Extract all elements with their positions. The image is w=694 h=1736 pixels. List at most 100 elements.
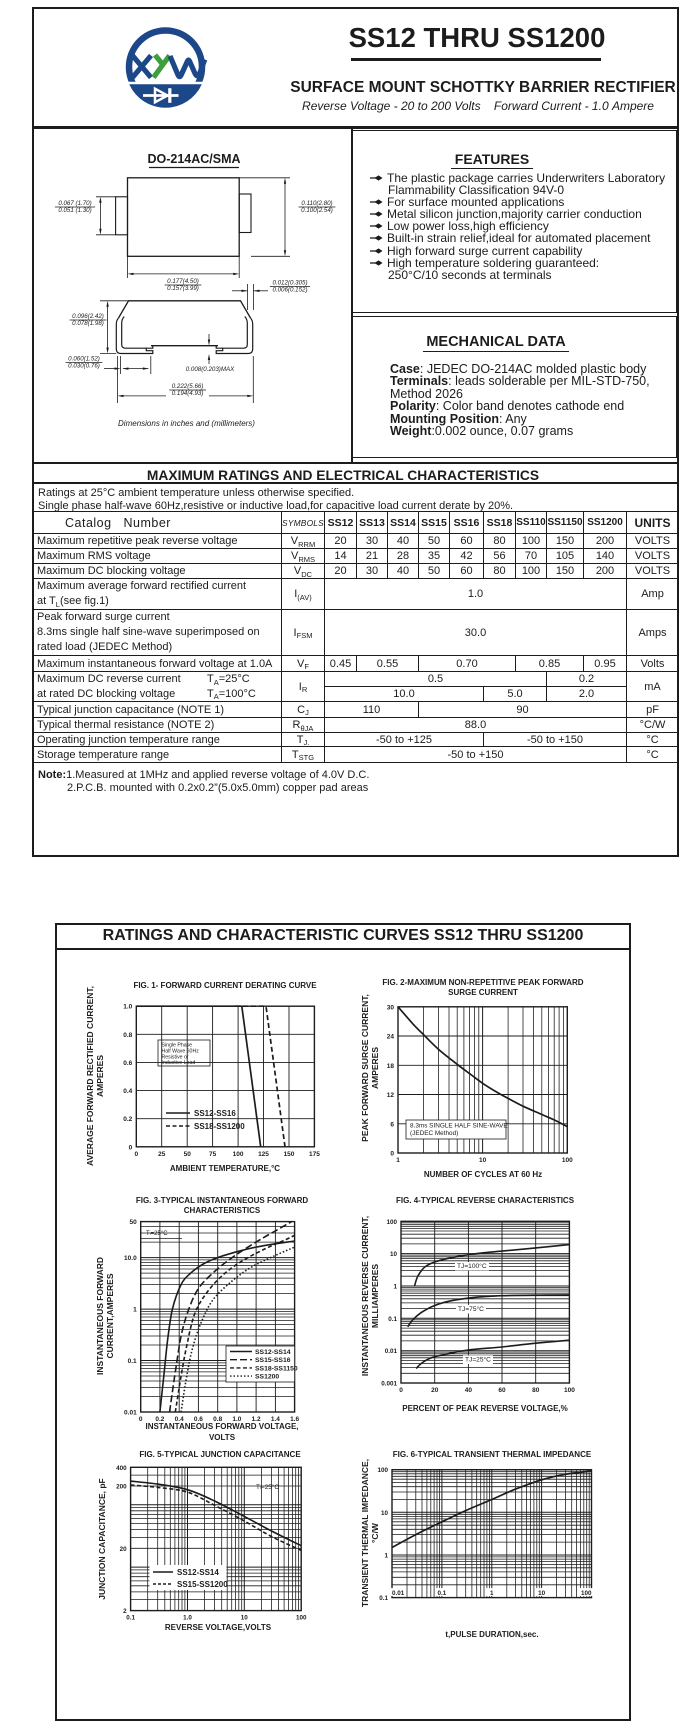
svg-text:0.8: 0.8 xyxy=(123,1032,132,1039)
svg-text:100: 100 xyxy=(562,1157,573,1164)
svg-text:SS15-SS1200: SS15-SS1200 xyxy=(177,1580,228,1589)
svg-text:10: 10 xyxy=(241,1615,249,1622)
svg-text:INSTANTANEOUS REVERSE CURRENT,: INSTANTANEOUS REVERSE CURRENT, xyxy=(360,1216,370,1376)
svg-text:0.01: 0.01 xyxy=(392,1590,405,1597)
svg-text:0.030(0.76): 0.030(0.76) xyxy=(68,363,100,370)
svg-text:20: 20 xyxy=(120,1546,128,1553)
svg-text:30: 30 xyxy=(387,1004,395,1011)
svg-text:1: 1 xyxy=(133,1307,137,1314)
svg-text:MILLIAMPERES: MILLIAMPERES xyxy=(370,1264,380,1329)
svg-text:FIG. 2-MAXIMUM NON-REPETITIVE: FIG. 2-MAXIMUM NON-REPETITIVE PEAK FORWA… xyxy=(382,978,583,987)
svg-text:Tₗ=25°C: Tₗ=25°C xyxy=(256,1483,279,1491)
svg-text:0.1: 0.1 xyxy=(128,1358,137,1365)
svg-text:SS12-SS14: SS12-SS14 xyxy=(177,1568,219,1577)
svg-text:50: 50 xyxy=(184,1151,192,1158)
svg-text:0.006(0.152): 0.006(0.152) xyxy=(272,287,307,294)
svg-text:60: 60 xyxy=(498,1387,506,1394)
svg-text:NUMBER OF CYCLES AT 60 Hz: NUMBER OF CYCLES AT 60 Hz xyxy=(424,1170,542,1179)
svg-text:1.4: 1.4 xyxy=(271,1416,280,1423)
svg-text:SS18-SS1200: SS18-SS1200 xyxy=(194,1122,245,1131)
svg-text:TJ=75°C: TJ=75°C xyxy=(458,1305,484,1313)
svg-text:0.6: 0.6 xyxy=(194,1416,203,1423)
svg-text:18: 18 xyxy=(387,1063,395,1070)
svg-text:SS18-SS1150: SS18-SS1150 xyxy=(255,1365,298,1372)
svg-text:REVERSE VOLTAGE,VOLTS: REVERSE VOLTAGE,VOLTS xyxy=(165,1623,272,1632)
svg-text:10: 10 xyxy=(479,1157,487,1164)
svg-text:0.1: 0.1 xyxy=(388,1316,397,1323)
svg-text:PEAK FORWARD SURGE CURRENT,: PEAK FORWARD SURGE CURRENT, xyxy=(360,994,370,1142)
svg-text:FIG. 4-TYPICAL REVERSE CHARACT: FIG. 4-TYPICAL REVERSE CHARACTERISTICS xyxy=(396,1196,575,1205)
svg-text:0.01: 0.01 xyxy=(124,1410,137,1417)
svg-text:Single Phase: Single Phase xyxy=(162,1043,193,1049)
svg-text:1.0: 1.0 xyxy=(183,1615,192,1622)
svg-text:(JEDEC Method): (JEDEC Method) xyxy=(410,1130,458,1137)
svg-text:0.1: 0.1 xyxy=(379,1595,388,1602)
svg-text:0: 0 xyxy=(390,1151,394,1158)
svg-text:Inductive Load: Inductive Load xyxy=(162,1060,196,1066)
svg-text:0.067 (1.70): 0.067 (1.70) xyxy=(58,200,91,207)
svg-text:0.051 (1.30): 0.051 (1.30) xyxy=(58,207,91,214)
svg-text:0.078(1.98): 0.078(1.98) xyxy=(72,320,104,327)
svg-text:75: 75 xyxy=(209,1151,217,1158)
svg-text:SURGE CURRENT: SURGE CURRENT xyxy=(448,988,518,997)
svg-text:VOLTS: VOLTS xyxy=(209,1433,236,1442)
svg-text:0.4: 0.4 xyxy=(175,1416,184,1423)
svg-text:10: 10 xyxy=(390,1251,398,1258)
svg-text:SS12-SS16: SS12-SS16 xyxy=(194,1109,236,1118)
svg-text:50: 50 xyxy=(129,1219,137,1226)
svg-text:AMPERES: AMPERES xyxy=(95,1055,105,1097)
svg-text:1: 1 xyxy=(384,1553,388,1560)
svg-text:25: 25 xyxy=(158,1151,166,1158)
svg-text:0.177(4.50): 0.177(4.50) xyxy=(167,278,199,285)
svg-text:1.2: 1.2 xyxy=(252,1416,261,1423)
svg-text:AMPERES: AMPERES xyxy=(370,1047,380,1089)
svg-text:DO-214AC/SMA: DO-214AC/SMA xyxy=(147,152,240,166)
svg-text:6: 6 xyxy=(390,1121,394,1128)
svg-text:FIG. 3-TYPICAL INSTANTANEOUS F: FIG. 3-TYPICAL INSTANTANEOUS FORWARD xyxy=(136,1196,309,1205)
svg-text:1.6: 1.6 xyxy=(290,1416,299,1423)
svg-text:SS12-SS14: SS12-SS14 xyxy=(255,1349,291,1356)
svg-text:0.194(4.93): 0.194(4.93) xyxy=(172,390,204,397)
svg-text:CHARACTERISTICS: CHARACTERISTICS xyxy=(184,1206,261,1215)
svg-text:100: 100 xyxy=(233,1151,244,1158)
svg-text:100: 100 xyxy=(564,1387,575,1394)
svg-text:°C/W: °C/W xyxy=(370,1522,380,1543)
svg-text:TRANSIENT THERMAL IMPEDANCE,: TRANSIENT THERMAL IMPEDANCE, xyxy=(360,1459,370,1607)
svg-text:0.2: 0.2 xyxy=(155,1416,164,1423)
svg-text:2: 2 xyxy=(123,1608,127,1615)
svg-text:0.001: 0.001 xyxy=(381,1381,397,1388)
svg-text:TJ=100°C: TJ=100°C xyxy=(457,1262,487,1270)
svg-text:0.2: 0.2 xyxy=(123,1116,132,1123)
svg-text:CURRENT,AMPERES: CURRENT,AMPERES xyxy=(105,1273,115,1358)
svg-text:Dimensions in inches and (mill: Dimensions in inches and (millimeters) xyxy=(118,419,255,428)
svg-text:0: 0 xyxy=(129,1144,133,1151)
svg-text:INSTANTANEOUS FORWARD VOLTAGE,: INSTANTANEOUS FORWARD VOLTAGE, xyxy=(145,1422,298,1431)
svg-text:PERCENT OF PEAK REVERSE VOLTAG: PERCENT OF PEAK REVERSE VOLTAGE,% xyxy=(402,1404,568,1413)
svg-text:SS15-SS16: SS15-SS16 xyxy=(255,1357,291,1364)
svg-text:FIG. 1- FORWARD CURRENT DERATI: FIG. 1- FORWARD CURRENT DERATING CURVE xyxy=(133,981,317,990)
svg-text:TJ=25°C: TJ=25°C xyxy=(465,1356,491,1364)
svg-text:Resistive or: Resistive or xyxy=(162,1054,189,1060)
svg-text:0.060(1.52): 0.060(1.52) xyxy=(68,356,100,363)
svg-text:400: 400 xyxy=(116,1465,127,1472)
svg-text:0.8: 0.8 xyxy=(213,1416,222,1423)
svg-text:0: 0 xyxy=(399,1387,403,1394)
svg-text:JUNCTION CAPACITANCE, pF: JUNCTION CAPACITANCE, pF xyxy=(97,1478,107,1600)
svg-text:12: 12 xyxy=(387,1092,395,1099)
svg-text:1: 1 xyxy=(490,1590,494,1597)
svg-text:125: 125 xyxy=(258,1151,269,1158)
svg-text:24: 24 xyxy=(387,1034,395,1041)
svg-text:8.3ms SINGLE HALF SINE-WAVE: 8.3ms SINGLE HALF SINE-WAVE xyxy=(410,1123,508,1130)
svg-text:0.110(2.80): 0.110(2.80) xyxy=(301,200,332,207)
svg-text:FIG. 6-TYPICAL TRANSIENT THERM: FIG. 6-TYPICAL TRANSIENT THERMAL IMPEDAN… xyxy=(393,1450,592,1459)
svg-text:0.4: 0.4 xyxy=(123,1088,132,1095)
svg-text:Tₗ=25°C: Tₗ=25°C xyxy=(146,1231,168,1237)
svg-text:200: 200 xyxy=(116,1484,127,1491)
svg-text:Half Wave 60Hz: Half Wave 60Hz xyxy=(162,1048,200,1054)
svg-text:0.1: 0.1 xyxy=(126,1615,135,1622)
svg-text:10.0: 10.0 xyxy=(124,1255,137,1262)
svg-text:0.096(2.42): 0.096(2.42) xyxy=(72,313,104,320)
svg-text:80: 80 xyxy=(532,1387,540,1394)
svg-text:100: 100 xyxy=(377,1467,388,1474)
svg-text:0.01: 0.01 xyxy=(385,1348,398,1355)
